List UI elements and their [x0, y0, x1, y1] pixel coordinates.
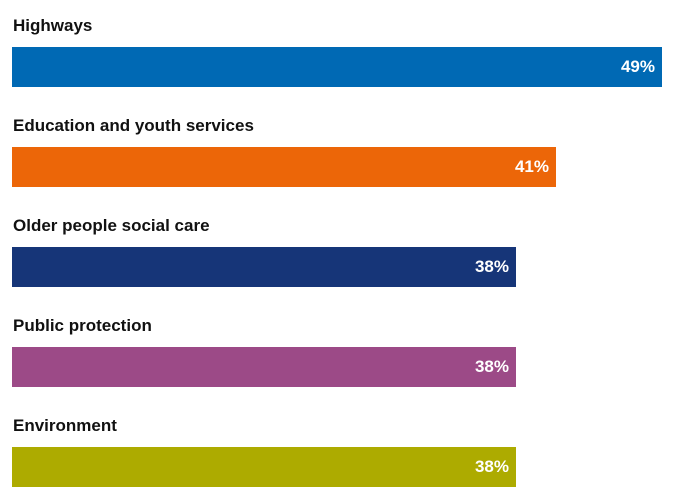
bar-row: Environment 38% — [0, 400, 675, 500]
value-label: 38% — [474, 357, 509, 376]
bar: 38% — [12, 247, 516, 287]
bar: 41% — [12, 147, 556, 187]
bar: 38% — [12, 347, 516, 387]
category-label: Highways — [13, 16, 93, 35]
bar-row: Public protection 38% — [0, 300, 675, 400]
bar: 38% — [12, 447, 516, 487]
bar: 49% — [12, 47, 662, 87]
category-label: Education and youth services — [13, 116, 254, 135]
value-label: 49% — [620, 57, 655, 76]
bar-chart: Highways 49% Education and youth services 4… — [0, 0, 675, 487]
bar-row: Education and youth services 41% — [0, 100, 675, 200]
bar-row: Highways 49% — [0, 0, 675, 100]
category-label: Environment — [13, 416, 117, 435]
value-label: 38% — [474, 257, 509, 276]
value-label: 41% — [514, 157, 549, 176]
category-label: Older people social care — [13, 216, 210, 235]
value-label: 38% — [474, 457, 509, 476]
category-label: Public protection — [13, 316, 152, 335]
bar-row: Older people social care 38% — [0, 200, 675, 300]
